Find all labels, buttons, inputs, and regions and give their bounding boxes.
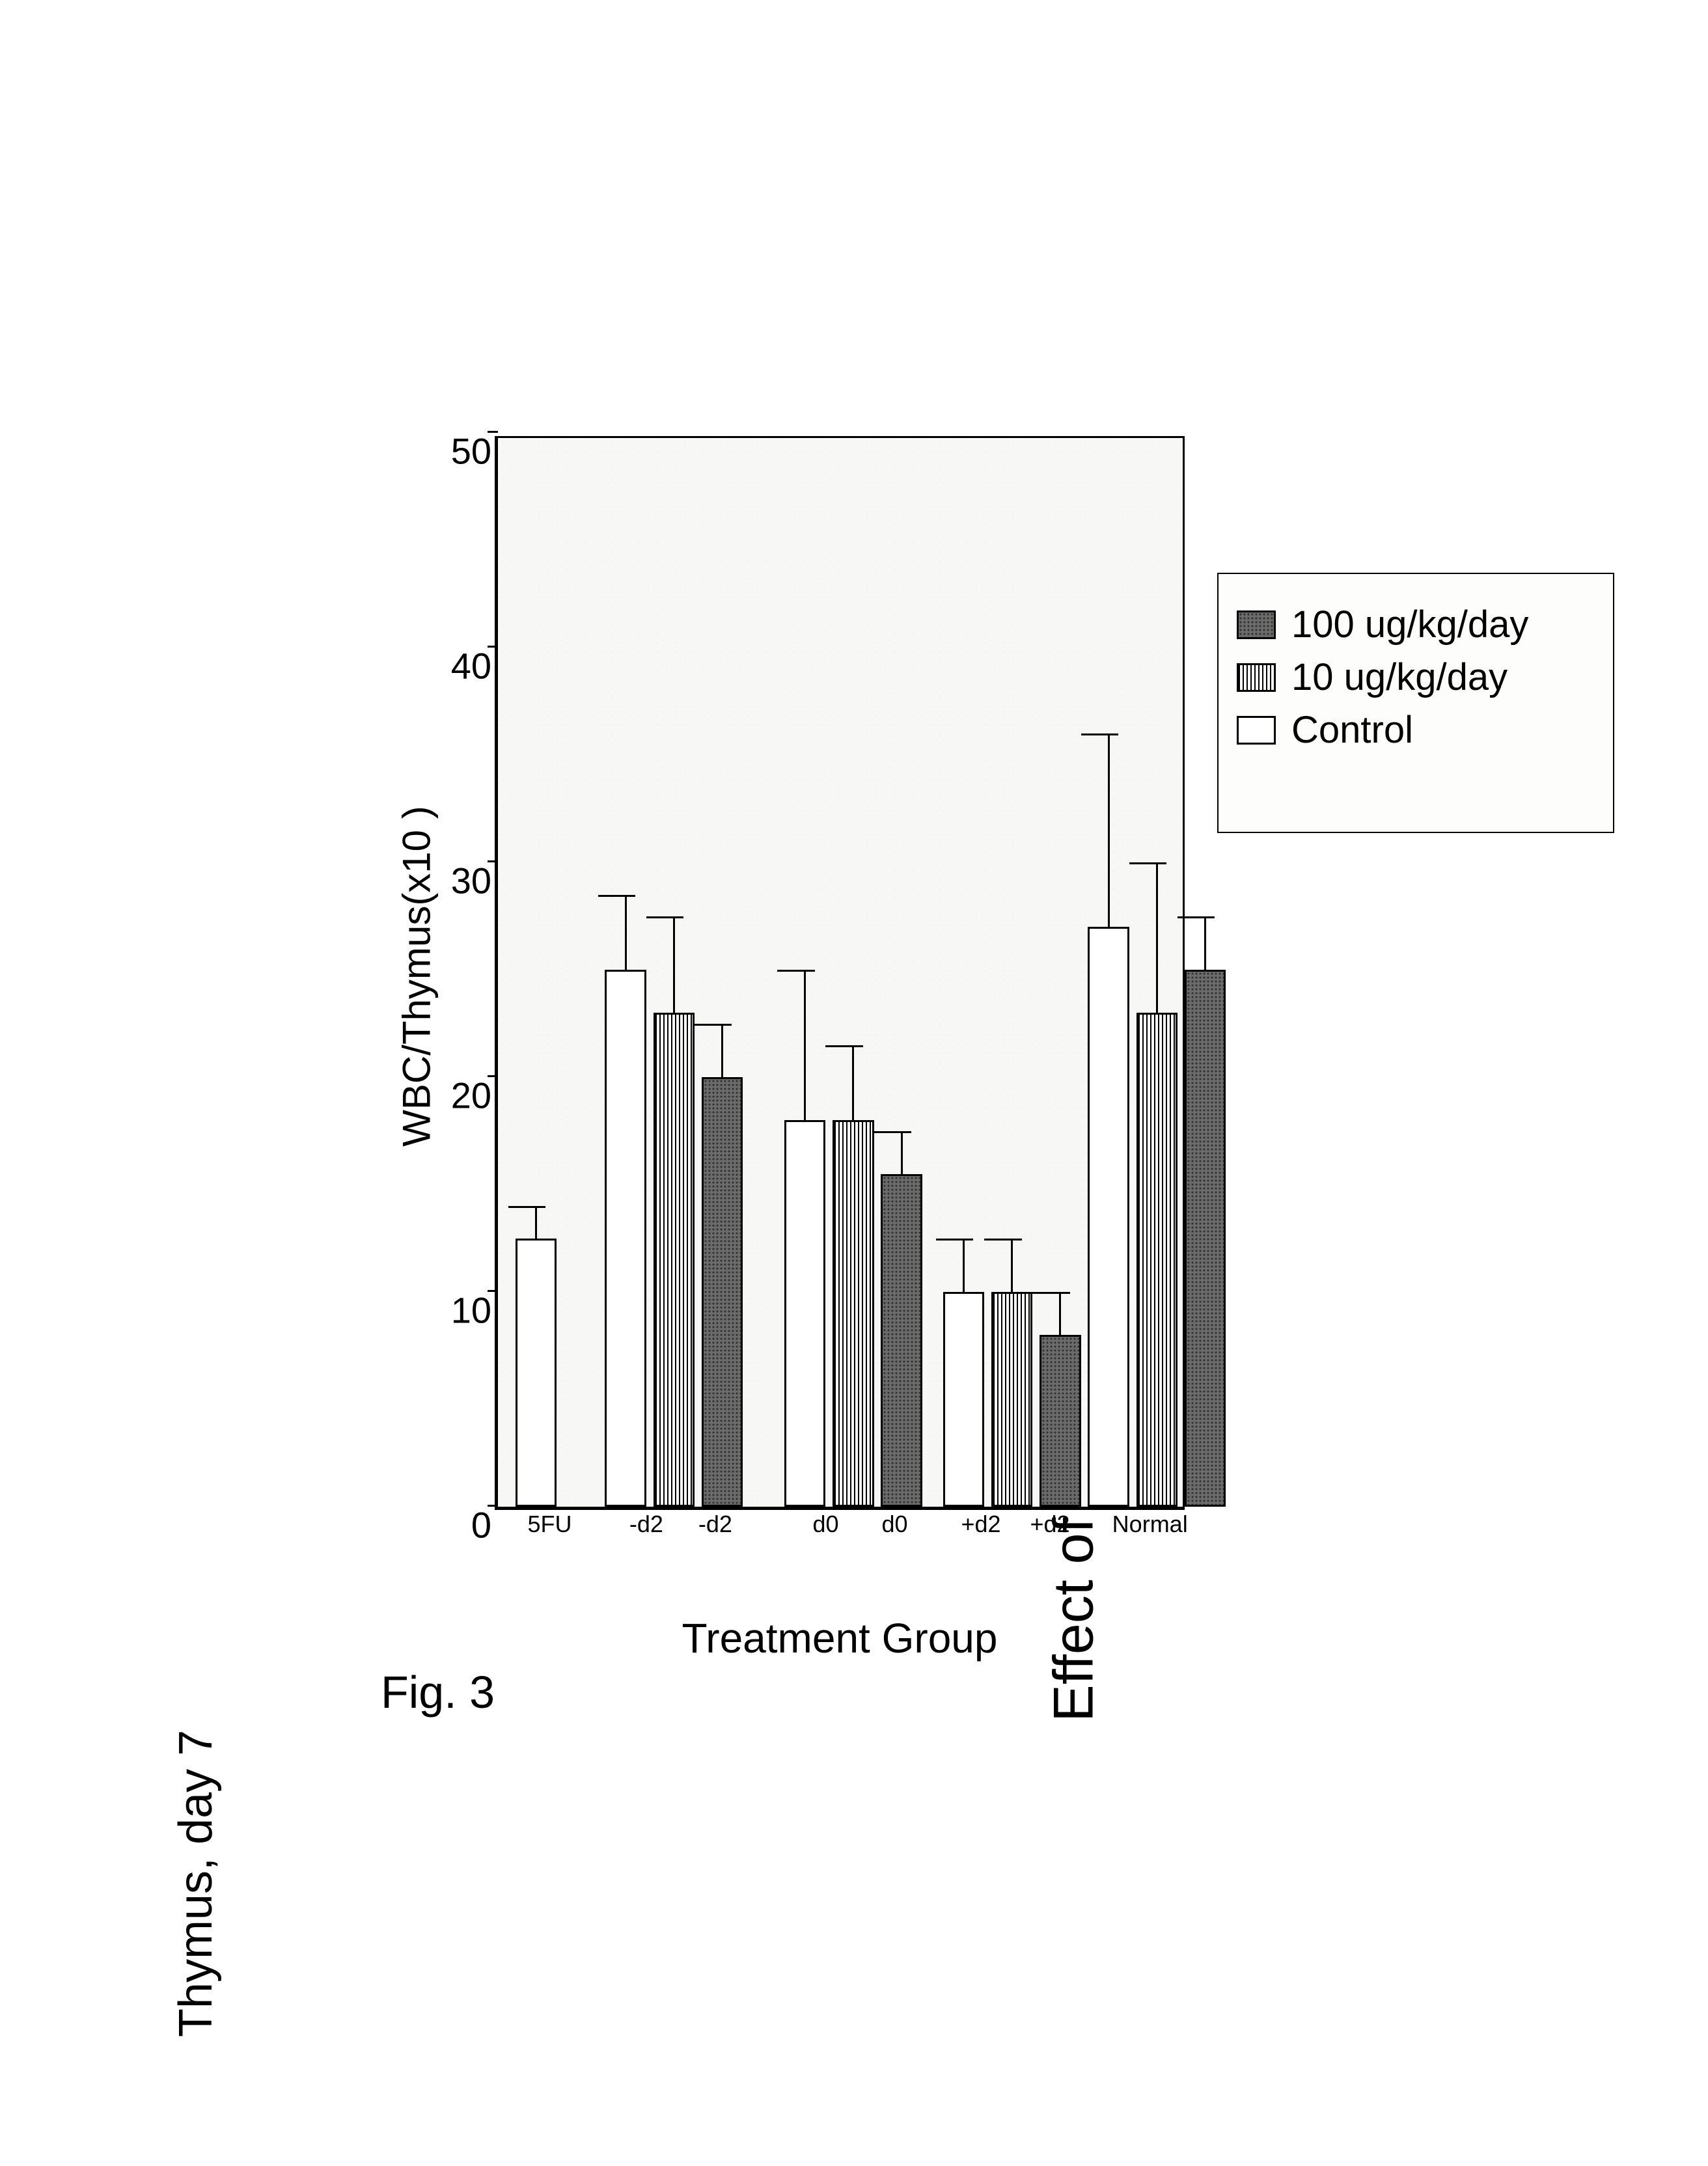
error-bar	[722, 1024, 723, 1078]
bar-Normal-control	[1088, 927, 1129, 1507]
bar-d0-control	[784, 1120, 826, 1507]
bar-d2-control	[605, 970, 646, 1507]
legend-label: Control	[1291, 708, 1413, 752]
error-bar	[805, 970, 806, 1120]
error-bar	[901, 1131, 902, 1174]
legend-item-mid: 10 ug/kg/day	[1237, 655, 1590, 699]
y-tick-label: 50	[451, 430, 498, 473]
x-tick-label: 5FU	[527, 1507, 572, 1538]
bar-d2-control	[943, 1292, 985, 1507]
chart-plot-area: 010203040505FU-d2-d2d0d0+d2+d2Normal	[495, 436, 1185, 1510]
error-bar	[1156, 862, 1157, 1013]
y-tick-label: 40	[451, 645, 498, 687]
bar-Normal-mid	[1136, 1013, 1178, 1507]
figure-label: Fig. 3	[381, 1666, 495, 1718]
bar-5FU-control	[516, 1239, 557, 1507]
footer-note: Thymus, day 7	[169, 1730, 223, 2037]
legend-swatch-mid	[1237, 663, 1276, 692]
y-tick-label: 0	[471, 1504, 498, 1546]
legend-item-high: 100 ug/kg/day	[1237, 603, 1590, 646]
y-tick-mark	[488, 431, 498, 433]
error-bar	[535, 1206, 536, 1239]
legend-swatch-high	[1237, 610, 1276, 639]
bar-Normal-high	[1185, 970, 1226, 1507]
x-axis-label: Treatment Group	[682, 1614, 998, 1662]
x-tick-label: +d2	[1030, 1507, 1069, 1538]
error-bar	[1012, 1239, 1013, 1293]
legend-swatch-control	[1237, 716, 1276, 745]
error-bar	[853, 1045, 854, 1121]
x-tick-label: d0	[881, 1507, 907, 1538]
y-tick-mark	[488, 860, 498, 862]
error-bar	[625, 895, 626, 970]
legend-label: 10 ug/kg/day	[1291, 655, 1508, 699]
x-tick-label: -d2	[698, 1507, 732, 1538]
bar-d2-mid	[654, 1013, 695, 1507]
error-bar	[963, 1239, 965, 1293]
x-tick-label: -d2	[629, 1507, 663, 1538]
page: Effect of Angiotensin II on White Blood …	[0, 0, 1708, 2166]
bar-d0-high	[881, 1174, 922, 1507]
bar-d2-high	[1040, 1335, 1081, 1507]
y-tick-mark	[488, 1290, 498, 1292]
chart-bars-layer	[498, 438, 1183, 1507]
error-bar	[1108, 733, 1109, 927]
legend-item-control: Control	[1237, 708, 1590, 752]
x-tick-label: Normal	[1112, 1507, 1188, 1538]
y-tick-mark	[488, 646, 498, 648]
legend-label: 100 ug/kg/day	[1291, 603, 1528, 646]
bar-d0-mid	[833, 1120, 874, 1507]
error-bar	[673, 916, 674, 1013]
y-tick-label: 30	[451, 860, 498, 902]
y-tick-mark	[488, 1505, 498, 1507]
error-bar	[1060, 1292, 1061, 1335]
y-tick-label: 20	[451, 1075, 498, 1117]
x-tick-label: +d2	[961, 1507, 1000, 1538]
x-tick-label: d0	[812, 1507, 838, 1538]
legend: 100 ug/kg/day 10 ug/kg/day Control	[1217, 573, 1614, 833]
bar-d2-mid	[991, 1292, 1033, 1507]
error-bar	[1205, 916, 1206, 970]
y-tick-label: 10	[451, 1289, 498, 1332]
y-axis-label: WBC/Thymus(x10 )	[394, 806, 439, 1146]
bar-d2-high	[702, 1077, 743, 1507]
y-tick-mark	[488, 1075, 498, 1077]
